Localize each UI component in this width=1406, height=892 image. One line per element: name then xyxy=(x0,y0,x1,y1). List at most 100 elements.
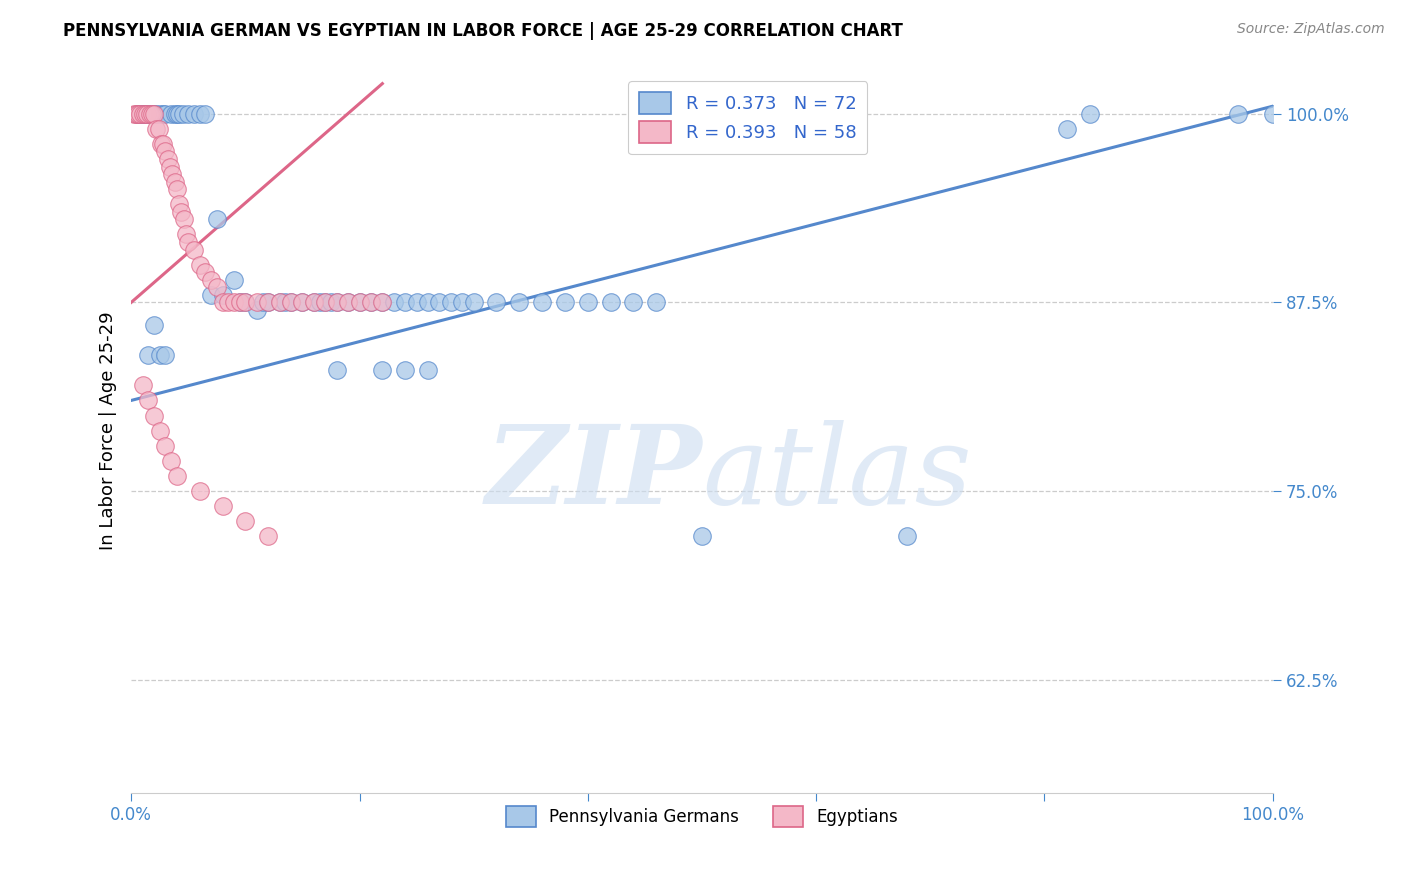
Point xyxy=(127,107,149,121)
Point xyxy=(463,295,485,310)
Point xyxy=(416,295,439,310)
Point xyxy=(159,160,181,174)
Point xyxy=(217,295,239,310)
Point xyxy=(125,107,148,121)
Text: ZIP: ZIP xyxy=(485,420,702,528)
Point xyxy=(149,424,172,438)
Y-axis label: In Labor Force | Age 25-29: In Labor Force | Age 25-29 xyxy=(100,311,117,549)
Point xyxy=(1227,107,1250,121)
Point xyxy=(302,295,325,310)
Legend: Pennsylvania Germans, Egyptians: Pennsylvania Germans, Egyptians xyxy=(498,798,905,835)
Point xyxy=(325,295,347,310)
Point xyxy=(1056,121,1078,136)
Point xyxy=(156,152,179,166)
Point xyxy=(382,295,405,310)
Point xyxy=(163,175,186,189)
Point xyxy=(371,363,394,377)
Point xyxy=(138,348,160,362)
Point xyxy=(235,514,257,528)
Point xyxy=(325,363,347,377)
Point xyxy=(371,295,394,310)
Point xyxy=(152,107,174,121)
Point xyxy=(645,295,668,310)
Point xyxy=(416,363,439,377)
Point xyxy=(349,295,371,310)
Point xyxy=(160,107,183,121)
Point xyxy=(337,295,360,310)
Point xyxy=(134,107,156,121)
Point xyxy=(405,295,427,310)
Point xyxy=(576,295,599,310)
Point xyxy=(228,295,250,310)
Point xyxy=(531,295,554,310)
Point xyxy=(188,107,211,121)
Point xyxy=(155,107,177,121)
Point xyxy=(149,348,172,362)
Point xyxy=(371,295,394,310)
Point xyxy=(211,499,233,513)
Point xyxy=(125,107,148,121)
Point xyxy=(136,107,159,121)
Point xyxy=(166,182,188,196)
Point xyxy=(485,295,508,310)
Point xyxy=(554,295,576,310)
Point xyxy=(349,295,371,310)
Point xyxy=(143,318,166,332)
Point xyxy=(129,107,152,121)
Point xyxy=(200,273,222,287)
Point xyxy=(451,295,474,310)
Point xyxy=(194,265,217,279)
Point xyxy=(163,107,186,121)
Point xyxy=(145,121,167,136)
Point xyxy=(257,529,280,543)
Point xyxy=(172,107,194,121)
Text: atlas: atlas xyxy=(702,420,972,528)
Point xyxy=(314,295,336,310)
Point xyxy=(257,295,280,310)
Point xyxy=(145,107,167,121)
Point xyxy=(274,295,297,310)
Point xyxy=(166,468,188,483)
Point xyxy=(205,280,228,294)
Point xyxy=(149,107,172,121)
Point xyxy=(155,439,177,453)
Text: PENNSYLVANIA GERMAN VS EGYPTIAN IN LABOR FORCE | AGE 25-29 CORRELATION CHART: PENNSYLVANIA GERMAN VS EGYPTIAN IN LABOR… xyxy=(63,22,903,40)
Point xyxy=(337,295,360,310)
Point xyxy=(205,212,228,227)
Point xyxy=(138,107,160,121)
Point xyxy=(269,295,291,310)
Point xyxy=(280,295,302,310)
Point xyxy=(211,288,233,302)
Point xyxy=(131,378,153,392)
Point xyxy=(188,258,211,272)
Point xyxy=(177,235,200,249)
Point xyxy=(252,295,274,310)
Point xyxy=(167,197,190,211)
Point xyxy=(141,107,163,121)
Point xyxy=(280,295,302,310)
Point xyxy=(155,348,177,362)
Point xyxy=(235,295,257,310)
Point xyxy=(200,288,222,302)
Point xyxy=(211,295,233,310)
Point xyxy=(222,295,245,310)
Point xyxy=(152,136,174,151)
Point xyxy=(131,107,153,121)
Point xyxy=(1078,107,1101,121)
Point xyxy=(319,295,342,310)
Point xyxy=(138,393,160,408)
Point xyxy=(166,107,188,121)
Point xyxy=(360,295,382,310)
Point xyxy=(291,295,314,310)
Point xyxy=(194,107,217,121)
Point xyxy=(148,121,170,136)
Point xyxy=(302,295,325,310)
Point xyxy=(429,295,451,310)
Point xyxy=(394,295,416,310)
Point xyxy=(138,107,160,121)
Point xyxy=(246,295,269,310)
Point xyxy=(183,243,205,257)
Point xyxy=(143,107,166,121)
Point xyxy=(143,107,166,121)
Point xyxy=(149,136,172,151)
